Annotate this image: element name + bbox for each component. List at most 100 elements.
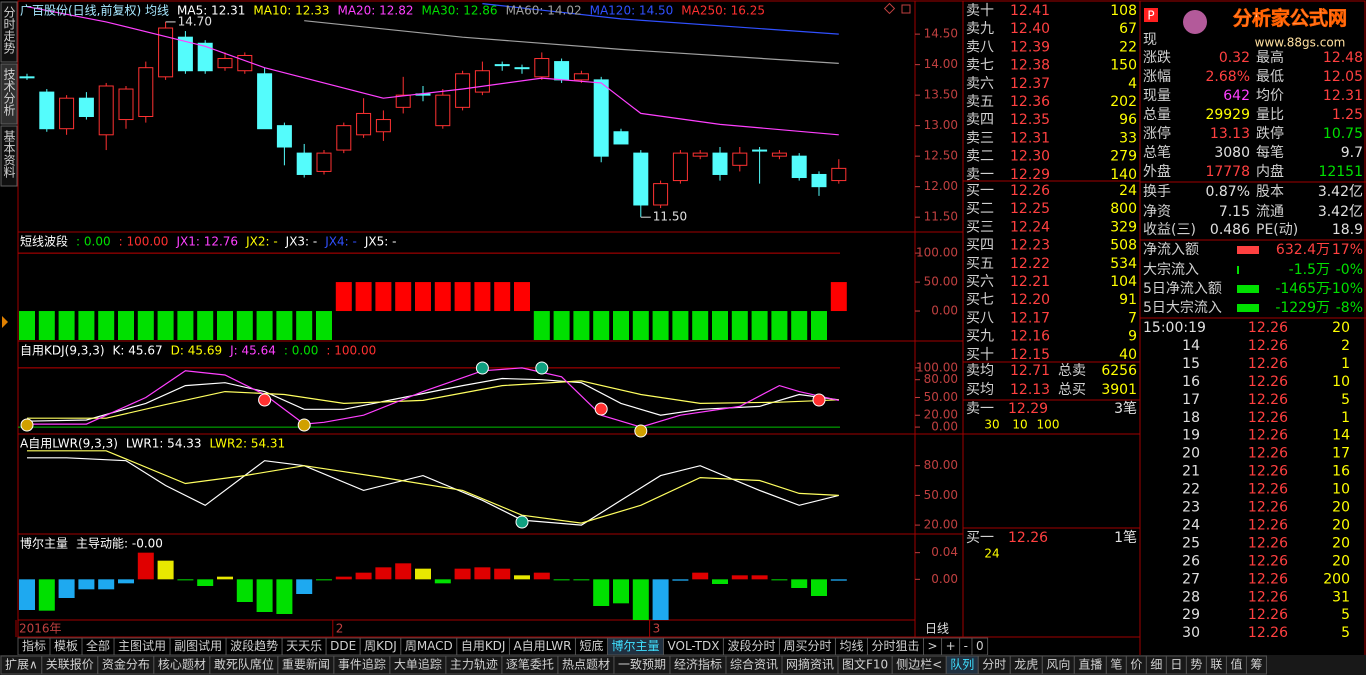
candle-body (237, 54, 253, 72)
queue-volume: 100 (1037, 418, 1060, 432)
tab-label[interactable]: 一致预期 (618, 658, 666, 672)
tab-label[interactable]: + (946, 639, 956, 653)
tab-label[interactable]: 经济指标 (674, 657, 722, 672)
side-tab-label[interactable]: 分时走势 (2, 6, 16, 54)
tab-label[interactable]: > (928, 639, 938, 653)
period-label[interactable]: 日线 (925, 622, 949, 636)
tab-label[interactable]: 筹 (1250, 658, 1262, 672)
collapse-arrow[interactable] (2, 316, 8, 328)
bar (118, 579, 134, 584)
icon[interactable] (883, 2, 896, 15)
tab-label[interactable]: 博尔主量 (611, 638, 659, 653)
tab-label[interactable]: 网摘资讯 (786, 657, 834, 672)
tab-label[interactable]: 龙虎 (1014, 658, 1038, 672)
trade-volume: 17 (1332, 446, 1350, 462)
tab-label[interactable]: VOL-TDX (668, 639, 720, 653)
bar (415, 568, 431, 580)
book-label: 买十 (966, 347, 994, 363)
tab-label[interactable]: 敢死队席位 (214, 657, 274, 672)
candle-body (534, 58, 550, 78)
tab-label[interactable]: 综合资讯 (730, 657, 778, 672)
logo-flower (1183, 10, 1207, 34)
book-price: 12.25 (1010, 201, 1050, 217)
tab-label[interactable]: 重要新闻 (282, 657, 330, 672)
tab-label[interactable]: 扩展∧ (5, 658, 38, 672)
legend-item: MA30: 12.86 (422, 4, 498, 18)
trade-volume: 20 (1332, 535, 1350, 551)
tab-label[interactable]: 波段分时 (727, 638, 775, 653)
tab-label[interactable]: 主力轨迹 (450, 658, 498, 672)
tab-label[interactable]: 热点题材 (562, 658, 610, 672)
tab-label[interactable]: 均线 (839, 639, 863, 653)
tab[interactable] (1245, 655, 1267, 675)
tab-label[interactable]: 直播 (1078, 658, 1102, 672)
tab-label[interactable]: 分时 (982, 658, 1006, 672)
tab-label[interactable]: 值 (1230, 657, 1242, 672)
bar (811, 579, 827, 596)
tab-label[interactable]: 队列 (950, 657, 974, 672)
flow-indicator (1237, 285, 1259, 293)
tab-label[interactable]: 指标 (22, 638, 46, 653)
book-volume: 22 (1119, 39, 1137, 55)
tab-label[interactable]: 周KDJ (364, 639, 397, 653)
tab-label[interactable]: 波段趋势 (230, 638, 278, 653)
tab-label[interactable]: 事件追踪 (338, 657, 386, 672)
flow-percent: -10% (1327, 281, 1363, 297)
trade-price: 12.26 (1248, 410, 1288, 426)
tab-label[interactable]: 副图试用 (174, 638, 222, 653)
tab-label[interactable]: 全部 (86, 638, 110, 653)
side-tab[interactable] (0, 125, 18, 187)
tab-label[interactable]: 短底 (579, 638, 603, 653)
tab-label[interactable]: 势 (1190, 658, 1202, 672)
bar (58, 579, 75, 598)
tab-label[interactable]: 价 (1130, 658, 1142, 672)
side-tab-label[interactable]: 技术分析 (2, 68, 16, 117)
flow-percent: 17% (1332, 242, 1363, 258)
y-tick-label: 20.00 (924, 408, 958, 422)
side-tab[interactable] (0, 63, 18, 125)
book-label: 卖一 (966, 401, 994, 417)
tab-label[interactable]: 图文F10 (842, 657, 888, 672)
indicator-line (304, 20, 839, 64)
icon[interactable] (901, 4, 911, 14)
tab-label[interactable]: 关联报价 (46, 657, 94, 672)
tab-label[interactable]: 模板 (54, 639, 78, 653)
tab-label[interactable]: 日 (1170, 658, 1182, 672)
order-count: 1笔 (1114, 530, 1137, 546)
tab-label[interactable]: 风向 (1046, 657, 1070, 672)
side-tab[interactable] (0, 1, 18, 63)
signal-icon (515, 515, 529, 529)
tab-label[interactable]: 自用KDJ (461, 639, 506, 653)
tab-label[interactable]: 0 (976, 639, 984, 653)
bar (177, 311, 194, 340)
tab-label[interactable]: 侧边栏< (896, 657, 942, 672)
tab-label[interactable]: 核心题材 (158, 658, 206, 672)
bar (573, 311, 590, 340)
candle-body (771, 152, 787, 157)
tab-label[interactable]: 逐笔委托 (506, 657, 554, 672)
legend-item: : 100.00 (119, 235, 169, 249)
tab-label[interactable]: 资金分布 (102, 657, 150, 672)
tab-label[interactable]: 周MACD (405, 639, 453, 653)
quote-label: 最低 (1256, 69, 1284, 85)
tab-label[interactable]: 联 (1210, 658, 1222, 672)
tab-label[interactable]: 细 (1150, 658, 1162, 672)
quote-value: 12151 (1318, 164, 1363, 180)
y-tick-label: 50.00 (924, 488, 958, 502)
tab-label[interactable]: 主图试用 (118, 638, 166, 653)
side-tab-label[interactable]: 基本资料 (2, 130, 16, 178)
book-volume: 33 (1119, 130, 1137, 146)
tab-label[interactable]: A自用LWR (513, 639, 571, 653)
tab-label[interactable]: - (964, 639, 968, 653)
y-tick-label: 14.00 (924, 57, 958, 71)
quote-value: 18.9 (1332, 222, 1363, 238)
tab-label[interactable]: 笔 (1110, 657, 1122, 672)
tab-label[interactable]: 大单追踪 (394, 657, 442, 672)
tab-label[interactable]: 周买分时 (783, 639, 831, 653)
candle-body (593, 79, 609, 157)
bar (494, 282, 511, 312)
tab-label[interactable]: DDE (330, 639, 356, 653)
bar (514, 575, 530, 580)
tab-label[interactable]: 分时狙击 (871, 639, 919, 653)
tab-label[interactable]: 天天乐 (286, 639, 322, 653)
